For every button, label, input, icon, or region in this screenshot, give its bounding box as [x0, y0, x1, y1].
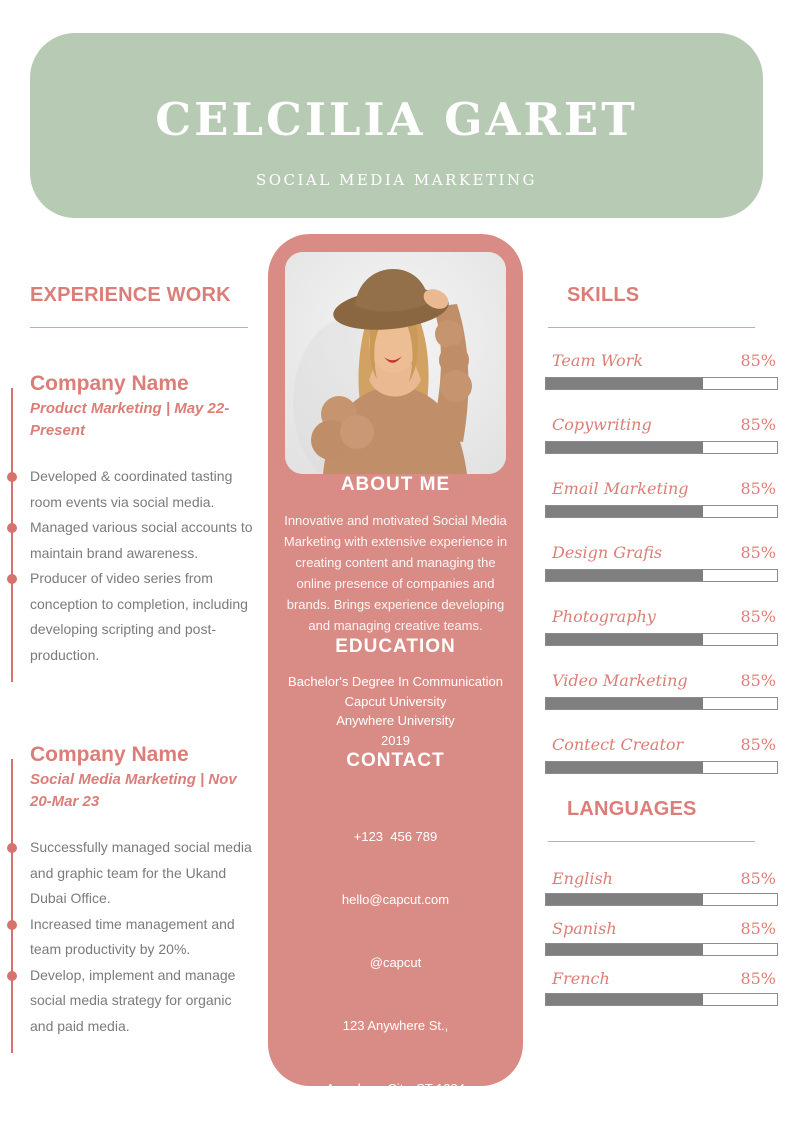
experience-heading: EXPERIENCE WORK: [30, 284, 231, 306]
skill-progress-bar: [545, 441, 778, 454]
education-school: Anywhere University: [336, 713, 455, 728]
job-bullet-list: Successfully managed social media and gr…: [7, 835, 258, 1040]
skill-progress-bar: [545, 633, 778, 646]
job-entry-2: Company Name Social Media Marketing | No…: [7, 743, 258, 1053]
job-bullet-list: Developed & coordinated tasting room eve…: [7, 464, 258, 668]
job-bullet: Developed & coordinated tasting room eve…: [7, 464, 258, 515]
job-bullet: Managed various social accounts to maint…: [7, 515, 258, 566]
languages-list: English 85% Spanish 85% French 85%: [545, 868, 778, 1006]
skill-progress-bar: [545, 377, 778, 390]
skill-progress-bar: [545, 761, 778, 774]
woman-portrait-photo: [285, 252, 506, 474]
language-progress-bar: [545, 993, 778, 1006]
education-heading: EDUCATION: [335, 636, 456, 657]
skill-progress-fill: [546, 762, 704, 773]
languages-heading: LANGUAGES: [567, 798, 697, 820]
skill-row: Contect Creator 85%: [545, 734, 778, 774]
skill-value: 85%: [740, 351, 776, 370]
job-bullet: Producer of video series from conception…: [7, 566, 258, 668]
contact-details: +123 456 789 hello@capcut.com @capcut 12…: [268, 784, 523, 1122]
skill-value: 85%: [740, 671, 776, 690]
skill-row: Video Marketing 85%: [545, 670, 778, 710]
education-details: Bachelor's Degree In Communication Capcu…: [268, 672, 523, 750]
skills-heading: SKILLS: [567, 284, 640, 306]
skills-divider: [548, 327, 755, 328]
experience-section: EXPERIENCE WORK Company Name Product Mar…: [7, 284, 258, 1053]
contact-handle: @capcut: [369, 955, 422, 970]
language-label: Spanish: [552, 919, 617, 938]
skills-section: SKILLS Team Work 85% Copywriting 85% Email…: [545, 284, 778, 1018]
skill-progress-fill: [546, 634, 704, 645]
skills-list: Team Work 85% Copywriting 85% Email Market…: [545, 350, 778, 774]
language-progress-fill: [546, 944, 704, 955]
skill-label: Contect Creator: [552, 735, 684, 754]
skill-label: Photography: [552, 607, 656, 626]
header-banner: CELCILIA GARET SOCIAL MEDIA MARKETING: [30, 33, 763, 218]
skill-row: Design Grafis 85%: [545, 542, 778, 582]
contact-phone: +123 456 789: [353, 829, 438, 844]
language-progress-fill: [546, 894, 704, 905]
contact-address-line2: Anywhere City, ST 1234: [326, 1081, 465, 1096]
profile-panel: ABOUT ME Innovative and motivated Social…: [268, 234, 523, 1096]
about-heading: ABOUT ME: [340, 474, 451, 495]
company-name: Company Name: [30, 372, 189, 395]
skill-row: Team Work 85%: [545, 350, 778, 390]
contact-address-line1: 123 Anywhere St.,: [342, 1018, 449, 1033]
language-value: 85%: [740, 869, 776, 888]
skill-value: 85%: [740, 607, 776, 626]
language-progress-bar: [545, 943, 778, 956]
skill-progress-fill: [546, 570, 704, 581]
skill-label: Design Grafis: [552, 543, 663, 562]
skill-value: 85%: [740, 479, 776, 498]
skill-progress-fill: [546, 378, 704, 389]
job-meta: Product Marketing | May 22-Present: [30, 400, 230, 439]
language-value: 85%: [740, 919, 776, 938]
education-year: 2019: [381, 732, 410, 748]
contact-heading: CONTACT: [346, 750, 445, 771]
skill-label: Copywriting: [552, 415, 652, 434]
language-value: 85%: [740, 969, 776, 988]
skill-progress-fill: [546, 506, 704, 517]
language-row: French 85%: [545, 968, 778, 1006]
job-bullet: Increased time management and team produ…: [7, 912, 258, 963]
skill-value: 85%: [740, 415, 776, 434]
name-title: CELCILIA GARET: [155, 93, 638, 146]
skill-label: Team Work: [552, 351, 644, 370]
language-label: French: [552, 969, 610, 988]
language-row: Spanish 85%: [545, 918, 778, 956]
skill-progress-bar: [545, 569, 778, 582]
skill-label: Video Marketing: [552, 671, 688, 690]
skill-row: Email Marketing 85%: [545, 478, 778, 518]
profile-photo: [285, 252, 506, 474]
language-progress-bar: [545, 893, 778, 906]
skill-value: 85%: [740, 543, 776, 562]
language-progress-fill: [546, 994, 704, 1005]
language-label: English: [552, 869, 613, 888]
language-row: English 85%: [545, 868, 778, 906]
job-entry-1: Company Name Product Marketing | May 22-…: [7, 372, 258, 682]
skill-row: Photography 85%: [545, 606, 778, 646]
skill-progress-bar: [545, 697, 778, 710]
skill-label: Email Marketing: [552, 479, 689, 498]
job-bullet: Develop, implement and manage social med…: [7, 963, 258, 1040]
skill-progress-fill: [546, 442, 704, 453]
experience-divider: [30, 327, 248, 328]
education-school: Capcut University: [344, 693, 447, 709]
education-degree: Bachelor's Degree In Communication: [288, 674, 503, 689]
job-meta: Social Media Marketing | Nov 20-Mar 23: [30, 771, 237, 810]
role-subtitle: SOCIAL MEDIA MARKETING: [255, 171, 538, 189]
skill-value: 85%: [740, 735, 776, 754]
job-bullet: Successfully managed social media and gr…: [7, 835, 258, 912]
about-text: Innovative and motivated Social Media Ma…: [283, 513, 508, 633]
skill-progress-bar: [545, 505, 778, 518]
contact-email: hello@capcut.com: [341, 892, 450, 907]
skill-row: Copywriting 85%: [545, 414, 778, 454]
skill-progress-fill: [546, 698, 704, 709]
company-name: Company Name: [30, 743, 189, 766]
languages-divider: [548, 841, 755, 842]
